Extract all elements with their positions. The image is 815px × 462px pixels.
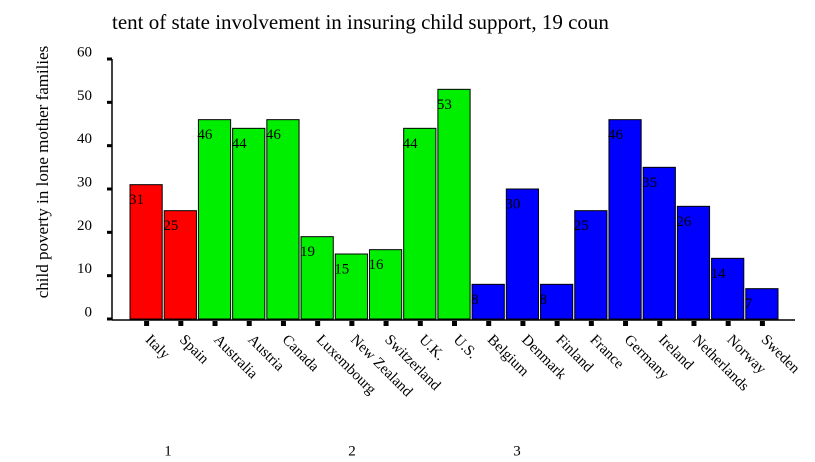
- group-label: 3: [513, 443, 521, 459]
- x-tick: [486, 321, 492, 326]
- value-label: 46: [266, 127, 282, 143]
- value-label: 44: [403, 136, 419, 152]
- value-label: 53: [437, 97, 452, 113]
- x-tick: [246, 321, 252, 326]
- group-label: 1: [164, 443, 172, 459]
- y-tick-label: 50: [77, 88, 92, 104]
- value-label: 15: [334, 261, 349, 277]
- value-label: 25: [163, 218, 178, 234]
- value-label: 31: [129, 192, 144, 208]
- x-tick-label: U.S.: [450, 332, 480, 362]
- x-tick-label: Canada: [279, 332, 322, 375]
- value-label: 26: [676, 214, 692, 230]
- y-axis-label: child poverty in lone mother families: [33, 46, 52, 299]
- y-tick-label: 20: [77, 218, 92, 234]
- value-label: 46: [197, 127, 213, 143]
- bar: [232, 127, 266, 320]
- x-tick: [520, 321, 526, 326]
- y-tick-label: 40: [77, 131, 92, 147]
- value-label: 19: [300, 244, 315, 260]
- bar: [642, 166, 676, 320]
- x-tick: [623, 321, 629, 326]
- bar: [540, 283, 574, 320]
- bar: [163, 210, 197, 320]
- x-tick: [178, 321, 184, 326]
- x-tick: [588, 321, 594, 326]
- bar: [403, 127, 437, 320]
- value-label: 30: [505, 196, 520, 212]
- x-tick: [725, 321, 731, 326]
- bar: [505, 188, 540, 320]
- chart-title: tent of state involvement in insuring ch…: [112, 10, 609, 34]
- x-tick: [315, 321, 321, 326]
- group-label: 2: [348, 443, 356, 459]
- value-label: 25: [574, 218, 589, 234]
- x-tick-label: Spain: [176, 332, 212, 368]
- y-tick-label: 60: [77, 44, 92, 60]
- y-tick-label: 30: [77, 174, 92, 190]
- value-label: 8: [540, 292, 548, 308]
- bar: [676, 205, 711, 320]
- y-tick-label: 10: [77, 261, 92, 277]
- x-tick: [383, 321, 389, 326]
- value-label: 46: [608, 127, 624, 143]
- bar: [300, 236, 334, 320]
- x-tick: [452, 321, 457, 326]
- x-tick: [759, 321, 765, 326]
- x-tick: [144, 321, 150, 326]
- value-label: 44: [232, 136, 248, 152]
- x-tick: [554, 321, 560, 326]
- value-label: 14: [711, 266, 727, 282]
- value-label: 35: [642, 175, 657, 191]
- bar: [471, 283, 505, 320]
- bar: [266, 119, 300, 320]
- x-tick-label: Italy: [142, 332, 173, 363]
- x-tick: [280, 321, 286, 326]
- bar: [334, 253, 368, 320]
- bar: [129, 184, 163, 320]
- bar: [368, 249, 403, 320]
- value-label: 16: [368, 257, 384, 273]
- bar: [197, 119, 232, 320]
- x-tick: [691, 321, 697, 326]
- bar: [745, 288, 779, 320]
- value-label: 7: [745, 296, 753, 312]
- x-tick: [212, 321, 218, 326]
- value-label: 8: [471, 292, 479, 308]
- bar: [437, 88, 471, 320]
- y-tick-label: 0: [85, 304, 93, 320]
- x-tick: [349, 321, 355, 326]
- x-tick: [657, 321, 663, 326]
- bar: [608, 119, 642, 320]
- bar: [711, 257, 745, 320]
- x-tick: [417, 321, 423, 326]
- bar: [574, 210, 608, 320]
